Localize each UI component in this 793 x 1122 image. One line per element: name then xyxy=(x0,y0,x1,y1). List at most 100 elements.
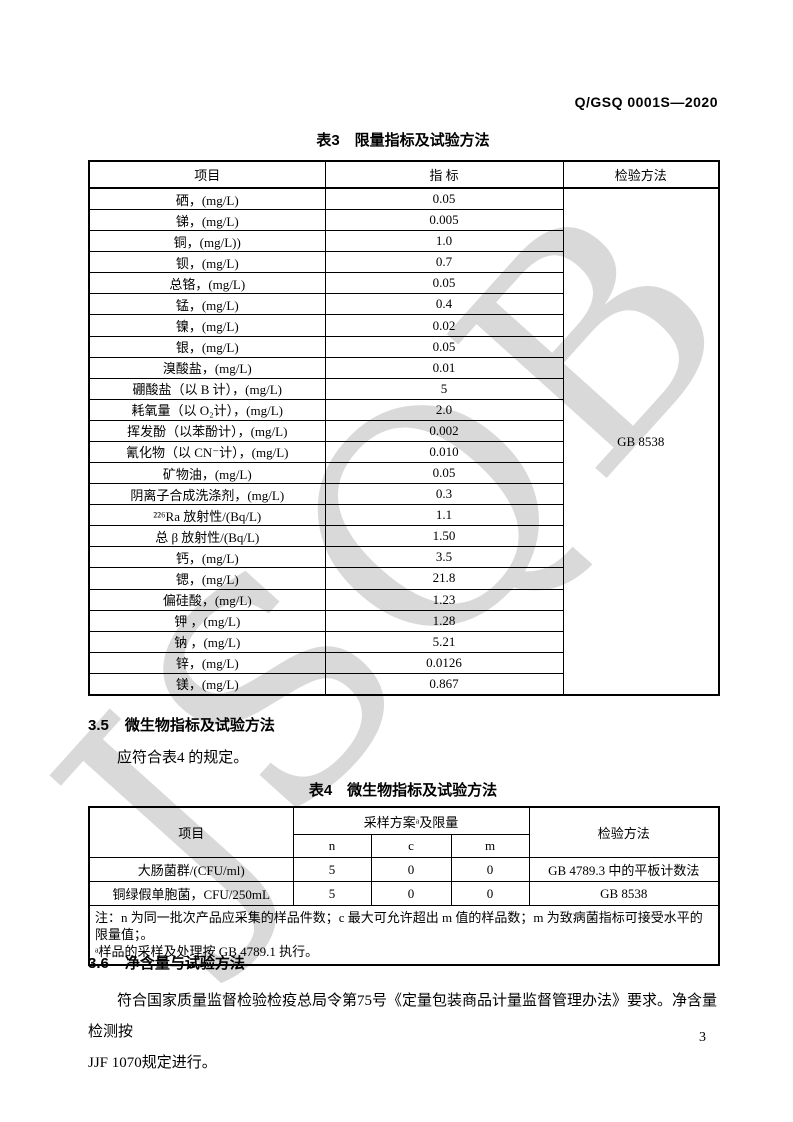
indicator-value-cell: 0.05 xyxy=(324,462,564,485)
table3-title: 表3 限量指标及试验方法 xyxy=(316,132,490,149)
indicator-value-cell: 0.0126 xyxy=(324,651,564,674)
indicator-value-cell: 5.21 xyxy=(324,630,564,653)
item-cell: 镁，(mg/L) xyxy=(88,672,326,696)
table3-header-row: 项目 指 标 检验方法 xyxy=(88,160,720,189)
item-cell: 钾 ，(mg/L) xyxy=(88,609,326,632)
item-cell: 大肠菌群/(CFU/ml) xyxy=(88,857,294,882)
indicator-value-cell: 5 xyxy=(324,377,564,400)
table3-row: 钡，(mg/L) 0.7 xyxy=(88,251,719,274)
table3-row: 硒，(mg/L) 0.05 GB 8538 xyxy=(88,187,720,696)
table4-subcol-n: n xyxy=(292,834,372,858)
indicator-value-cell: 0.3 xyxy=(324,483,564,506)
item-cell: 镍，(mg/L) xyxy=(88,314,326,337)
item-cell: 硼酸盐（以 B 计），(mg/L) xyxy=(88,377,326,400)
table4-col-item: 项目 xyxy=(88,806,294,858)
table4-subcol-c: c xyxy=(370,834,452,858)
table3-row: 钙，(mg/L) 3.5 xyxy=(88,546,719,569)
item-cell: 总 β 放射性/(Bq/L) xyxy=(88,525,326,548)
table3-row: ²²⁶Ra 放射性/(Bq/L) 1.1 xyxy=(88,504,719,527)
item-cell: 锌，(mg/L) xyxy=(88,651,326,674)
n-value-cell: 5 xyxy=(292,881,372,906)
item-cell: 钙，(mg/L) xyxy=(88,546,326,569)
indicator-value-cell: 0.010 xyxy=(324,440,564,464)
table3-row: 硼酸盐（以 B 计），(mg/L) 5 xyxy=(88,377,719,400)
section-3-5-heading: 3.5 微生物指标及试验方法 xyxy=(88,714,275,735)
doc-standard-number: Q/GSQ 0001S—2020 xyxy=(574,94,718,110)
table3-row: 钾 ，(mg/L) 1.28 xyxy=(88,609,719,632)
section-3-5-body: 应符合表4 的规定。 xyxy=(117,750,249,766)
section-title: 净含量与试验方法 xyxy=(124,955,245,972)
indicator-value-cell: 0.4 xyxy=(324,293,564,316)
item-cell: 硒，(mg/L) xyxy=(88,187,326,211)
table3-row: 挥发酚（以苯酚计），(mg/L) 0.002 xyxy=(88,419,719,442)
table3-row: 锌，(mg/L) 0.0126 xyxy=(88,651,719,674)
indicator-value-cell: 0.05 xyxy=(324,335,564,358)
indicator-value-cell: 0.05 xyxy=(324,272,564,295)
table3-row: 氰化物（以 CN⁻计），(mg/L) 0.010 xyxy=(88,440,719,464)
section-number: 3.5 xyxy=(88,717,109,734)
table3-row: 银，(mg/L) 0.05 xyxy=(88,335,719,358)
indicator-value-cell: 0.867 xyxy=(324,672,564,696)
item-cell: 溴酸盐，(mg/L) xyxy=(88,356,326,379)
table3-row: 矿物油，(mg/L) 0.05 xyxy=(88,462,719,485)
indicator-value-cell: 0.002 xyxy=(324,419,564,442)
item-cell: 铜绿假单胞菌，CFU/250mL xyxy=(88,881,294,906)
item-cell: 矿物油，(mg/L) xyxy=(88,462,326,485)
indicator-value-cell: 1.28 xyxy=(324,609,564,632)
section-number: 3.6 xyxy=(88,955,109,972)
indicator-value-cell: 1.50 xyxy=(324,525,564,548)
table4-col-method: 检验方法 xyxy=(528,806,720,858)
indicator-value-cell: 0.005 xyxy=(324,209,564,232)
table4-note: 注：n 为同一批次产品应采集的样品件数；c 最大可允许超出 m 值的样品数；m … xyxy=(88,905,720,966)
indicator-value-cell: 0.01 xyxy=(324,356,564,379)
item-cell: 锶，(mg/L) xyxy=(88,567,326,590)
method-cell: GB 8538 xyxy=(562,187,720,696)
paragraph-line: 符合国家质量监督检验检疫总局令第75号《定量包装商品计量监督管理办法》要求。净含… xyxy=(88,993,718,1040)
table3-row: 偏硅酸，(mg/L) 1.23 xyxy=(88,588,719,611)
method-cell: GB 8538 xyxy=(528,881,720,906)
table4-note-line-2: ᵃ样品的采样及处理按 GB 4789.1 执行。 xyxy=(95,944,319,959)
c-value-cell: 0 xyxy=(370,857,452,882)
section-3-6-body: 符合国家质量监督检验检疫总局令第75号《定量包装商品计量监督管理办法》要求。净含… xyxy=(88,986,720,1079)
c-value-cell: 0 xyxy=(370,881,452,906)
table3-col-item: 项目 xyxy=(88,160,326,189)
item-cell: 铜，(mg/L)) xyxy=(88,230,326,253)
table4-subcol-m: m xyxy=(450,834,530,858)
table4-row: 铜绿假单胞菌，CFU/250mL 5 0 0 GB 8538 xyxy=(88,881,720,906)
m-value-cell: 0 xyxy=(450,857,530,882)
table3-row: 镁，(mg/L) 0.867 xyxy=(88,672,719,696)
item-cell: 钡，(mg/L) xyxy=(88,251,326,274)
indicator-value-cell: 21.8 xyxy=(324,567,564,590)
item-cell: 氰化物（以 CN⁻计），(mg/L) xyxy=(88,440,326,464)
table4-note-line-1: 注：n 为同一批次产品应采集的样品件数；c 最大可允许超出 m 值的样品数；m … xyxy=(95,910,703,942)
method-cell: GB 4789.3 中的平板计数法 xyxy=(528,857,720,882)
item-cell: 阴离子合成洗涤剂，(mg/L) xyxy=(88,483,326,506)
n-value-cell: 5 xyxy=(292,857,372,882)
item-cell: 锰，(mg/L) xyxy=(88,293,326,316)
table3-col-method: 检验方法 xyxy=(562,160,720,189)
table3-row: 总 β 放射性/(Bq/L) 1.50 xyxy=(88,525,719,548)
indicator-value-cell: 1.23 xyxy=(324,588,564,611)
item-cell: 总铬，(mg/L) xyxy=(88,272,326,295)
table4-note-row: 注：n 为同一批次产品应采集的样品件数；c 最大可允许超出 m 值的样品数；m … xyxy=(88,905,720,966)
m-value-cell: 0 xyxy=(450,881,530,906)
item-cell: ²²⁶Ra 放射性/(Bq/L) xyxy=(88,504,326,527)
indicator-value-cell: 1.0 xyxy=(324,230,564,253)
table3-col-indicator: 指 标 xyxy=(324,160,564,189)
indicator-value-cell: 1.1 xyxy=(324,504,564,527)
table4-header-row-1: 项目 采样方案ᵃ及限量 检验方法 xyxy=(88,806,720,858)
section-title: 微生物指标及试验方法 xyxy=(124,717,275,734)
table4-row: 大肠菌群/(CFU/ml) 5 0 0 GB 4789.3 中的平板计数法 xyxy=(88,857,720,882)
indicator-value-cell: 0.02 xyxy=(324,314,564,337)
table3-row: 阴离子合成洗涤剂，(mg/L) 0.3 xyxy=(88,483,719,506)
table4-col-sampling-plan: 采样方案ᵃ及限量 xyxy=(292,806,530,835)
table3-row: 锰，(mg/L) 0.4 xyxy=(88,293,719,316)
paragraph-line: JJF 1070规定进行。 xyxy=(88,1055,217,1071)
item-cell: 锑，(mg/L) xyxy=(88,209,326,232)
table4-header-row-2: n c m xyxy=(89,834,719,858)
item-cell: 偏硅酸，(mg/L) xyxy=(88,588,326,611)
indicator-value-cell: 2.0 xyxy=(324,398,564,421)
table4-microbiological-indicators: 项目 采样方案ᵃ及限量 检验方法 n c m 大肠菌群/(CFU/ml) 5 0 0 G… xyxy=(88,806,720,966)
table4-title: 表4 微生物指标及试验方法 xyxy=(308,782,498,799)
